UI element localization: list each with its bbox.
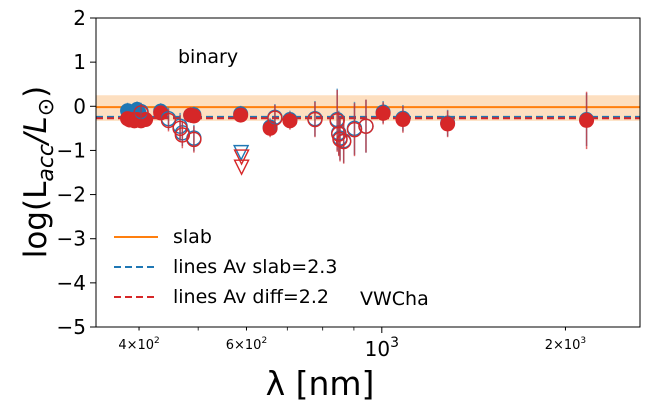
x-axis: 4×102 6×102 2×103 103 (118, 327, 586, 361)
y-tick-label: 0 (73, 94, 86, 118)
data-point (233, 107, 249, 123)
data-point (395, 112, 411, 128)
data-point-open (160, 112, 177, 129)
data-point-open (307, 111, 323, 128)
data-point-open (332, 131, 348, 148)
legend-label-lines-slab: lines Av slab=2.3 (173, 256, 337, 278)
x-tick-label-minor: 4×102 (118, 336, 159, 353)
plot-area (96, 88, 640, 176)
data-point-open (358, 118, 374, 134)
x-tick-label-minor: 2×103 (545, 336, 586, 353)
data-point-open (331, 126, 347, 142)
legend-label-slab: slab (173, 226, 212, 248)
y-axis-label: log(Lacc/L⊙) (18, 86, 59, 259)
data-point-open (186, 131, 202, 148)
y-tick-label: 2 (73, 6, 86, 30)
annotation-vwcha: VWCha (360, 288, 429, 310)
data-point-open (346, 121, 363, 138)
data-point-open (335, 133, 352, 150)
axes-frame (95, 17, 641, 328)
y-tick-label: 1 (73, 50, 86, 74)
data-point-open (133, 105, 149, 121)
upper-limit-marker (233, 149, 250, 166)
upper-limit-marker (232, 144, 250, 162)
y-tick-label: −5 (57, 315, 86, 339)
data-point-open (172, 120, 188, 137)
data-point (186, 108, 202, 124)
data-point (375, 105, 391, 121)
data-point (440, 116, 456, 132)
y-axis: 2 1 0 −1 −2 −3 −4 −5 (57, 6, 96, 339)
y-tick-label: −1 (57, 138, 86, 162)
upper-limit-marker (233, 159, 250, 176)
annotation-binary: binary (178, 46, 238, 68)
x-axis-label: λ [nm] (266, 364, 375, 403)
data-point-open (267, 110, 283, 126)
y-tick-label: −3 (57, 227, 86, 251)
y-axis-label-text: log(Lacc/L⊙) (18, 86, 59, 259)
data-point (579, 112, 595, 128)
legend: slab lines Av slab=2.3 lines Av diff=2.2 (114, 226, 337, 308)
legend-label-lines-diff: lines Av diff=2.2 (173, 286, 329, 308)
data-point (282, 113, 298, 129)
x-tick-label-minor: 6×102 (226, 336, 267, 353)
y-tick-label: −2 (57, 183, 86, 207)
x-tick-label-major: 103 (365, 335, 399, 361)
y-tick-label: −4 (57, 271, 86, 295)
